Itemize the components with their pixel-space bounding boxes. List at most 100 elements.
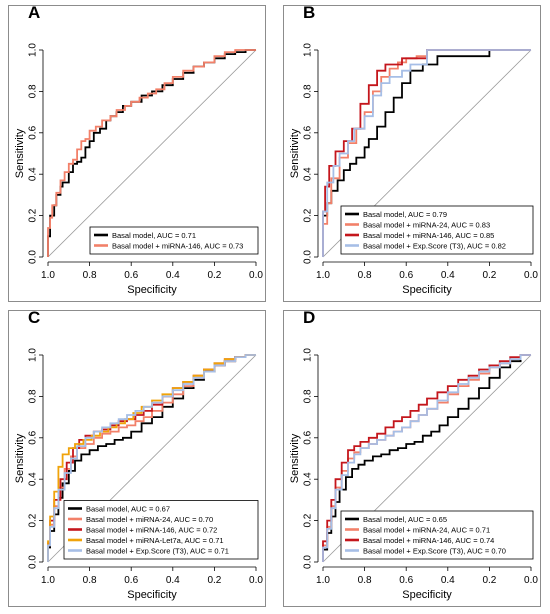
x-tick-label: 0.0 <box>249 575 263 586</box>
legend-entry-label: Basal model + miRNA-24, AUC = 0.71 <box>363 526 490 535</box>
legend-entry-label: Basal model, AUC = 0.71 <box>112 231 196 240</box>
roc-curve-series-4 <box>322 49 531 257</box>
legend-entry-label: Basal model + miRNA-146, AUC = 0.72 <box>86 526 217 535</box>
roc-panel-a: A 1.0 0.8 0.6 0.4 0.2 0.0 0.0 0.2 0.4 0.6 0.8 1.0 Spe… <box>8 3 266 302</box>
roc-curve-series-2 <box>322 49 531 257</box>
panel-label: C <box>28 308 40 327</box>
x-tick-label: 0.4 <box>441 270 455 281</box>
y-tick-label: 0.6 <box>28 430 39 444</box>
x-tick-label: 1.0 <box>41 270 55 281</box>
x-tick-label: 0.8 <box>83 270 97 281</box>
y-axis-title: Sensitivity <box>289 433 301 483</box>
x-axis-title: Specificity <box>402 284 452 296</box>
y-tick-label: 0.0 <box>28 555 39 569</box>
legend-entry-label: Basal model + miRNA-146, AUC = 0.73 <box>112 242 243 251</box>
y-tick-label: 0.0 <box>303 555 314 569</box>
legend-entry-label: Basal model + Exp.Score (T3), AUC = 0.71 <box>86 547 229 556</box>
x-tick-label: 0.6 <box>124 575 138 586</box>
panel-label: B <box>303 3 315 22</box>
y-tick-label: 1.0 <box>303 348 314 362</box>
x-tick-label: 0.0 <box>524 270 538 281</box>
roc-curve-series-1 <box>322 354 531 562</box>
y-axis-title: Sensitivity <box>14 128 26 178</box>
y-tick-label: 0.8 <box>303 84 314 98</box>
legend-box <box>89 226 259 255</box>
x-tick-label: 0.0 <box>249 270 263 281</box>
roc-panel-c: C 1.0 0.8 0.6 0.4 0.2 0.0 0.0 0.2 0.4 0.6 0.8 1.0 Spe… <box>8 308 266 607</box>
y-tick-label: 0.4 <box>303 167 314 181</box>
y-tick-label: 0.6 <box>28 125 39 139</box>
panel-frame <box>283 310 541 607</box>
x-tick-label: 0.2 <box>482 270 496 281</box>
roc-panel-d: D 1.0 0.8 0.6 0.4 0.2 0.0 0.0 0.2 0.4 0.6 0.8 1.0 Spe… <box>283 308 541 607</box>
roc-curve-series-2 <box>47 49 256 257</box>
y-tick-label: 0.0 <box>303 250 314 264</box>
legend-box <box>340 510 534 560</box>
y-tick-label: 1.0 <box>28 43 39 57</box>
panel-frame <box>8 5 266 302</box>
panel-label: D <box>303 308 315 327</box>
y-tick-label: 0.6 <box>303 430 314 444</box>
y-tick-label: 0.2 <box>303 513 314 527</box>
y-tick-label: 0.4 <box>303 472 314 486</box>
x-tick-label: 0.6 <box>399 270 413 281</box>
legend-entry-label: Basal model + miRNA-24, AUC = 0.83 <box>363 221 490 230</box>
x-tick-label: 0.2 <box>207 270 221 281</box>
x-tick-label: 0.6 <box>399 575 413 586</box>
x-tick-label: 0.4 <box>166 575 180 586</box>
legend-entry-label: Basal model, AUC = 0.79 <box>363 210 447 219</box>
y-tick-label: 0.6 <box>303 125 314 139</box>
y-tick-label: 0.8 <box>28 389 39 403</box>
y-axis-title: Sensitivity <box>14 433 26 483</box>
legend-entry-label: Basal model + Exp.Score (T3), AUC = 0.70 <box>363 547 506 556</box>
diagonal-reference-line <box>47 49 257 258</box>
x-axis-title: Specificity <box>127 589 177 601</box>
x-tick-label: 0.2 <box>207 575 221 586</box>
x-axis-title: Specificity <box>127 284 177 296</box>
legend-entry-label: Basal model + miRNA-146, AUC = 0.85 <box>363 231 494 240</box>
roc-curve-series-3 <box>322 49 531 257</box>
legend-box <box>63 500 259 560</box>
x-tick-label: 0.8 <box>83 575 97 586</box>
legend: Basal model, AUC = 0.79 Basal model + miR… <box>340 205 534 255</box>
x-tick-label: 1.0 <box>316 270 330 281</box>
x-tick-label: 0.4 <box>166 270 180 281</box>
legend-entry-label: Basal model + miRNA-24, AUC = 0.70 <box>86 515 213 524</box>
roc-curve-series-3 <box>322 354 531 562</box>
x-tick-label: 0.8 <box>358 575 372 586</box>
y-tick-label: 0.2 <box>28 513 39 527</box>
x-tick-label: 0.2 <box>482 575 496 586</box>
y-tick-label: 1.0 <box>28 348 39 362</box>
x-tick-label: 1.0 <box>316 575 330 586</box>
roc-curve-series-4 <box>322 354 531 562</box>
roc-panel-b: B 1.0 0.8 0.6 0.4 0.2 0.0 0.0 0.2 0.4 0.6 0.8 1.0 Spe… <box>283 3 541 302</box>
y-axis-title: Sensitivity <box>289 128 301 178</box>
y-tick-label: 0.4 <box>28 167 39 181</box>
legend-entry-label: Basal model + miRNA-146, AUC = 0.74 <box>363 536 494 545</box>
y-tick-label: 1.0 <box>303 43 314 57</box>
legend-entry-label: Basal model, AUC = 0.65 <box>363 515 447 524</box>
y-tick-label: 0.0 <box>28 250 39 264</box>
legend-entry-label: Basal model + miRNA-Let7a, AUC = 0.71 <box>86 536 224 545</box>
y-tick-label: 0.8 <box>28 84 39 98</box>
x-tick-label: 0.6 <box>124 270 138 281</box>
panel-label: A <box>28 3 40 22</box>
legend-entry-label: Basal model, AUC = 0.67 <box>86 505 170 514</box>
x-axis-title: Specificity <box>402 589 452 601</box>
y-tick-label: 0.2 <box>28 208 39 222</box>
roc-curve-series-5 <box>47 354 256 562</box>
x-tick-label: 0.8 <box>358 270 372 281</box>
y-tick-label: 0.8 <box>303 389 314 403</box>
roc-curve-series-1 <box>322 49 531 257</box>
y-tick-label: 0.4 <box>28 472 39 486</box>
legend: Basal model, AUC = 0.71 Basal model + miR… <box>89 226 259 255</box>
panel-frame <box>8 310 266 607</box>
legend-entry-label: Basal model + Exp.Score (T3), AUC = 0.82 <box>363 242 506 251</box>
x-tick-label: 0.4 <box>441 575 455 586</box>
x-tick-label: 0.0 <box>524 575 538 586</box>
legend: Basal model, AUC = 0.65 Basal model + miR… <box>340 510 534 560</box>
x-tick-label: 1.0 <box>41 575 55 586</box>
legend-box <box>340 205 534 255</box>
